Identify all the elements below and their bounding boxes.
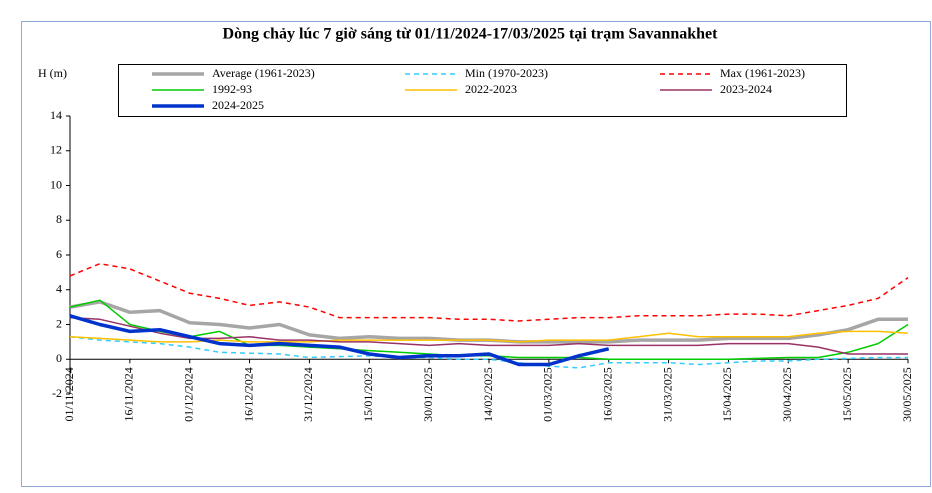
legend-label: Average (1961-2023) (212, 66, 315, 80)
series-line (69, 314, 610, 367)
x-tick-label: 31/12/2024 (301, 367, 315, 422)
legend-label: Min (1970-2023) (465, 66, 548, 80)
y-tick-label: 10 (50, 177, 62, 191)
x-tick-label: 16/12/2024 (241, 367, 255, 422)
y-tick-label: 4 (56, 282, 62, 296)
y-tick-label: -2 (52, 386, 62, 400)
legend-label: Max (1961-2023) (720, 66, 805, 80)
legend-label: 1992-93 (212, 82, 252, 96)
y-tick-label: 0 (56, 351, 62, 365)
series-line (69, 316, 908, 355)
x-tick-label: 30/05/2025 (900, 367, 914, 422)
legend-box (118, 64, 847, 117)
x-tick-label: 30/01/2025 (421, 367, 435, 422)
x-tick-label: 15/05/2025 (840, 367, 854, 422)
y-tick-label: 12 (50, 143, 62, 157)
x-tick-label: 15/01/2025 (361, 367, 375, 422)
y-axis-label: H (m) (38, 66, 67, 80)
y-tick-label: 2 (56, 316, 62, 330)
x-tick-label: 01/11/2024 (62, 367, 76, 421)
y-tick-label: 14 (50, 108, 62, 122)
series-line (69, 262, 909, 322)
x-tick-label: 30/04/2025 (780, 367, 794, 422)
y-tick-label: 6 (56, 247, 62, 261)
legend-label: 2023-2024 (720, 82, 772, 96)
x-tick-label: 01/03/2025 (541, 367, 555, 422)
x-tick-label: 01/12/2024 (181, 367, 195, 422)
x-tick-label: 15/04/2025 (720, 367, 734, 422)
x-tick-label: 16/03/2025 (600, 367, 614, 422)
y-tick-label: 8 (56, 212, 62, 226)
chart-title: Dòng chảy lúc 7 giờ sáng từ 01/11/2024-1… (223, 26, 719, 43)
x-tick-label: 31/03/2025 (660, 367, 674, 422)
x-tick-label: 14/02/2025 (481, 367, 495, 422)
legend-label: 2022-2023 (465, 82, 517, 96)
legend-label: 2024-2025 (212, 98, 264, 112)
x-tick-label: 16/11/2024 (122, 367, 136, 421)
